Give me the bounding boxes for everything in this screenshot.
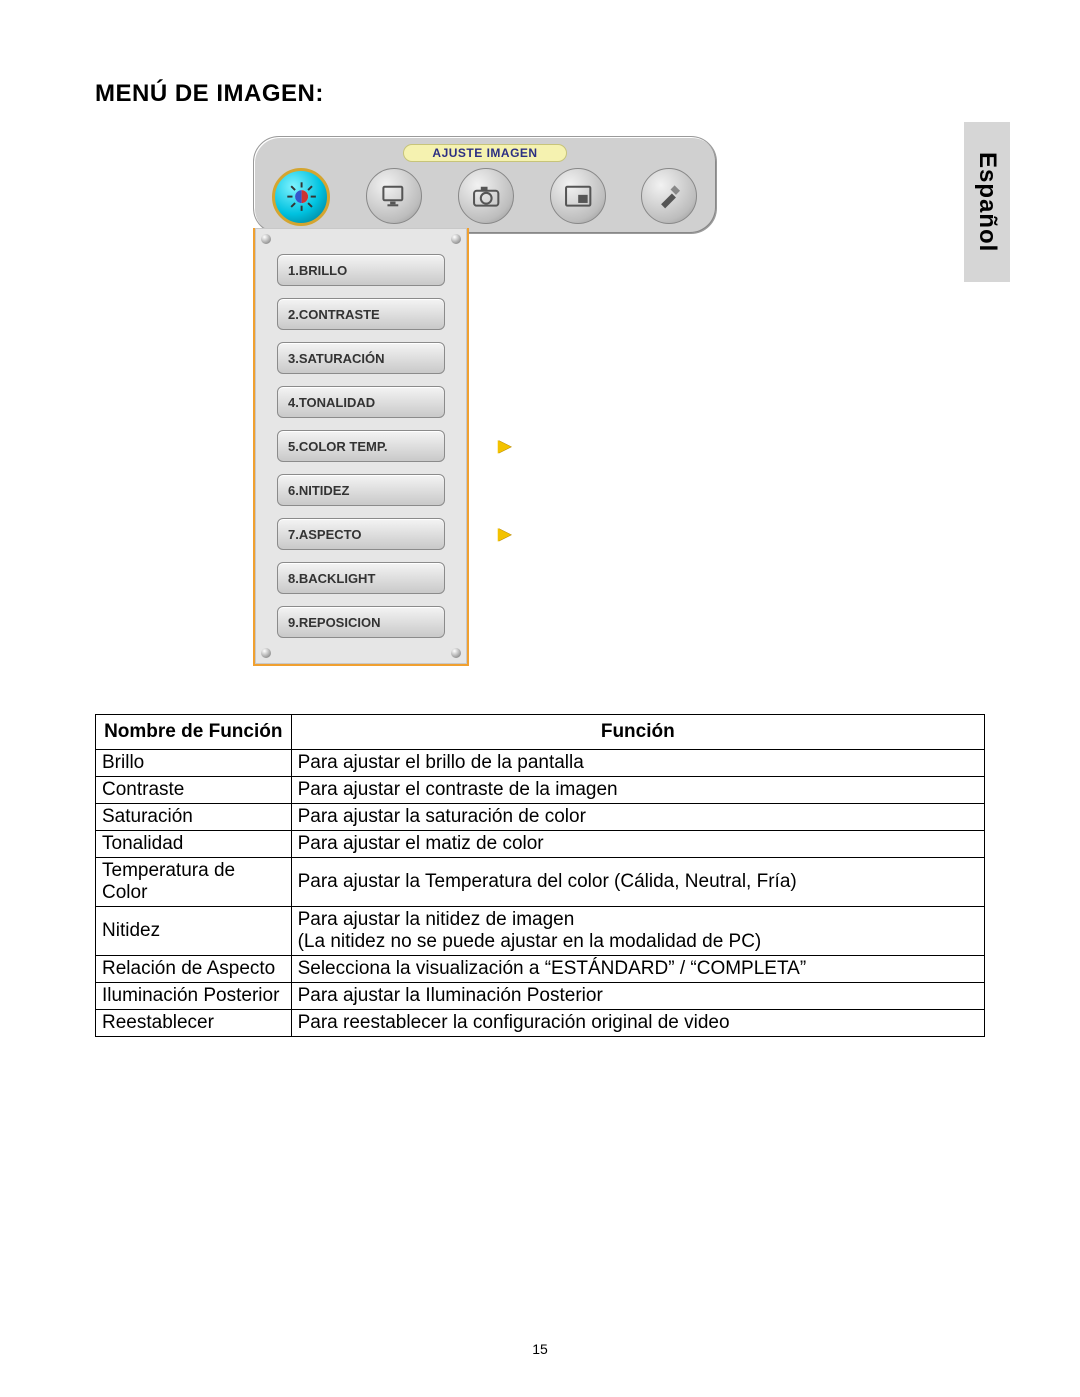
submenu-arrow-icon: ▶ — [498, 436, 510, 456]
screw-icon — [261, 234, 271, 244]
table-cell-func: Para reestablecer la configuración origi… — [291, 1010, 984, 1037]
table-cell-name: Relación de Aspecto — [96, 956, 292, 983]
table-cell-name: Iluminación Posterior — [96, 983, 292, 1010]
table-cell-name: Reestablecer — [96, 1010, 292, 1037]
table-cell-name: Temperatura de Color — [96, 858, 292, 907]
osd-panel: AJUSTE IMAGEN 1.BRILLO 2.CONTRASTE 3.SATUR… — [253, 136, 717, 666]
tools-adjust-icon[interactable] — [641, 168, 697, 224]
table-row: SaturaciónPara ajustar la saturación de … — [96, 804, 985, 831]
menu-item[interactable]: 9.REPOSICION — [277, 606, 445, 638]
screw-icon — [261, 648, 271, 658]
camera-adjust-icon[interactable] — [458, 168, 514, 224]
table-cell-func: Para ajustar el contraste de la imagen — [291, 777, 984, 804]
table-row: BrilloPara ajustar el brillo de la panta… — [96, 750, 985, 777]
language-tab: Español — [964, 122, 1010, 282]
osd-header-label: AJUSTE IMAGEN — [403, 144, 566, 162]
table-cell-name: Tonalidad — [96, 831, 292, 858]
pip-adjust-icon[interactable] — [550, 168, 606, 224]
page-number: 15 — [532, 1341, 548, 1357]
menu-item-label: 4.TONALIDAD — [288, 395, 375, 410]
table-cell-func: Selecciona la visualización a “ESTÁNDARD… — [291, 956, 984, 983]
osd-top-bar: AJUSTE IMAGEN — [253, 136, 717, 234]
image-adjust-icon[interactable] — [272, 168, 330, 226]
page-title: MENÚ DE IMAGEN: — [95, 80, 985, 108]
table-row: Iluminación PosteriorPara ajustar la Ilu… — [96, 983, 985, 1010]
menu-item-label: 8.BACKLIGHT — [288, 571, 375, 586]
menu-item-label: 3.SATURACIÓN — [288, 351, 385, 366]
menu-item-label: 6.NITIDEZ — [288, 483, 349, 498]
table-row: TonalidadPara ajustar el matiz de color — [96, 831, 985, 858]
osd-menu-panel: 1.BRILLO 2.CONTRASTE 3.SATURACIÓN 4.TONALID… — [253, 228, 469, 666]
menu-item[interactable]: 5.COLOR TEMP.▶ — [277, 430, 445, 462]
table-row: NitidezPara ajustar la nitidez de imagen… — [96, 907, 985, 956]
screw-icon — [451, 234, 461, 244]
menu-item-label: 2.CONTRASTE — [288, 307, 380, 322]
table-cell-func: Para ajustar la Temperatura del color (C… — [291, 858, 984, 907]
menu-item[interactable]: 8.BACKLIGHT — [277, 562, 445, 594]
menu-item-label: 1.BRILLO — [288, 263, 347, 278]
table-cell-name: Saturación — [96, 804, 292, 831]
menu-item-label: 5.COLOR TEMP. — [288, 439, 387, 454]
table-cell-func: Para ajustar la Iluminación Posterior — [291, 983, 984, 1010]
table-cell-func: Para ajustar la saturación de color — [291, 804, 984, 831]
pc-adjust-icon[interactable] — [366, 168, 422, 224]
menu-item[interactable]: 4.TONALIDAD — [277, 386, 445, 418]
menu-item-label: 7.ASPECTO — [288, 527, 361, 542]
table-row: Relación de AspectoSelecciona la visuali… — [96, 956, 985, 983]
table-cell-func: Para ajustar la nitidez de imagen (La ni… — [291, 907, 984, 956]
osd-top-icons — [272, 168, 697, 226]
table-row: ReestablecerPara reestablecer la configu… — [96, 1010, 985, 1037]
menu-item[interactable]: 3.SATURACIÓN — [277, 342, 445, 374]
menu-item[interactable]: 7.ASPECTO▶ — [277, 518, 445, 550]
function-table: Nombre de Función Función BrilloPara aju… — [95, 714, 985, 1037]
table-row: Temperatura de ColorPara ajustar la Temp… — [96, 858, 985, 907]
menu-item[interactable]: 2.CONTRASTE — [277, 298, 445, 330]
table-cell-name: Contraste — [96, 777, 292, 804]
menu-item[interactable]: 1.BRILLO — [277, 254, 445, 286]
table-cell-func: Para ajustar el matiz de color — [291, 831, 984, 858]
language-tab-label: Español — [973, 152, 1001, 252]
table-cell-name: Brillo — [96, 750, 292, 777]
submenu-arrow-icon: ▶ — [498, 524, 510, 544]
table-cell-name: Nitidez — [96, 907, 292, 956]
table-header-func: Función — [291, 715, 984, 750]
table-header-name: Nombre de Función — [96, 715, 292, 750]
menu-item[interactable]: 6.NITIDEZ — [277, 474, 445, 506]
menu-item-label: 9.REPOSICION — [288, 615, 380, 630]
screw-icon — [451, 648, 461, 658]
table-cell-func: Para ajustar el brillo de la pantalla — [291, 750, 984, 777]
table-row: ContrastePara ajustar el contraste de la… — [96, 777, 985, 804]
